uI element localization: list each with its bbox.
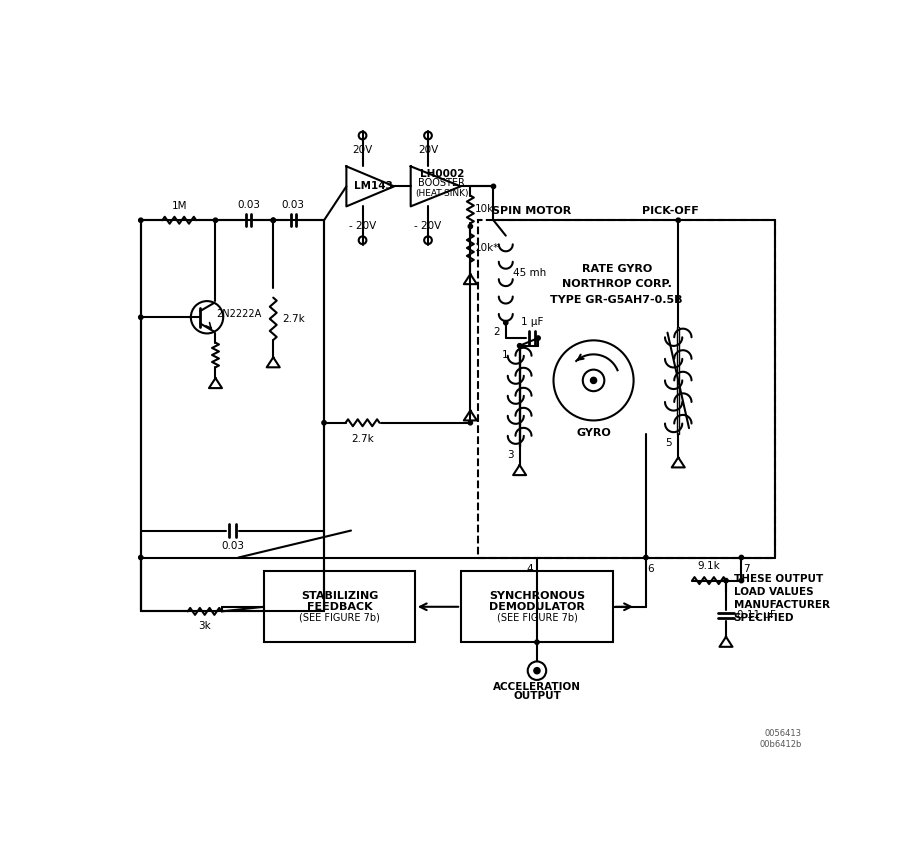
Circle shape bbox=[590, 378, 597, 384]
Text: 2.7k: 2.7k bbox=[282, 314, 305, 324]
Circle shape bbox=[676, 218, 681, 223]
Text: STABILIZING: STABILIZING bbox=[301, 591, 378, 601]
Text: 2: 2 bbox=[493, 327, 499, 336]
Circle shape bbox=[491, 184, 496, 188]
Text: (SEE FIGURE 7b): (SEE FIGURE 7b) bbox=[496, 612, 578, 623]
Text: TYPE GR-G5AH7-0.5B: TYPE GR-G5AH7-0.5B bbox=[550, 295, 683, 304]
Text: 45 mh: 45 mh bbox=[514, 268, 547, 278]
Text: 7: 7 bbox=[743, 563, 750, 574]
Bar bbox=[461, 571, 613, 642]
Text: LH0002: LH0002 bbox=[420, 169, 464, 179]
Text: 00b6412b: 00b6412b bbox=[759, 740, 802, 749]
Text: - 20V: - 20V bbox=[349, 221, 376, 231]
Text: 2N2222A: 2N2222A bbox=[216, 310, 261, 319]
Text: THESE OUTPUT: THESE OUTPUT bbox=[733, 574, 823, 584]
Text: 3k: 3k bbox=[199, 621, 211, 630]
Circle shape bbox=[468, 421, 473, 425]
Text: 1: 1 bbox=[502, 350, 509, 359]
Text: GYRO: GYRO bbox=[576, 428, 611, 438]
Circle shape bbox=[739, 556, 743, 560]
Text: SYNCHRONOUS: SYNCHRONOUS bbox=[489, 591, 585, 601]
Text: 6: 6 bbox=[648, 563, 654, 574]
Text: 5: 5 bbox=[665, 438, 672, 448]
Circle shape bbox=[138, 218, 143, 223]
Text: DEMODULATOR: DEMODULATOR bbox=[489, 602, 585, 611]
Circle shape bbox=[271, 218, 275, 223]
Circle shape bbox=[534, 667, 540, 673]
Text: LM143: LM143 bbox=[353, 181, 393, 192]
Text: RATE GYRO: RATE GYRO bbox=[581, 264, 651, 273]
Text: - 20V: - 20V bbox=[415, 221, 442, 231]
Text: 10k: 10k bbox=[475, 205, 495, 214]
Text: (HEAT-SINK): (HEAT-SINK) bbox=[415, 189, 468, 198]
Circle shape bbox=[138, 556, 143, 560]
Circle shape bbox=[138, 315, 143, 319]
Circle shape bbox=[468, 224, 473, 229]
Text: 3: 3 bbox=[507, 450, 514, 460]
Text: 0056413: 0056413 bbox=[764, 728, 802, 738]
Bar bbox=[141, 220, 324, 611]
Text: NORTHROP CORP.: NORTHROP CORP. bbox=[562, 280, 671, 289]
Circle shape bbox=[322, 421, 326, 425]
Text: 2.7k: 2.7k bbox=[351, 433, 374, 444]
Circle shape bbox=[504, 321, 508, 325]
Text: 0.03: 0.03 bbox=[237, 200, 261, 210]
Text: MANUFACTURER: MANUFACTURER bbox=[733, 600, 830, 611]
Text: BOOSTER: BOOSTER bbox=[418, 178, 466, 188]
Text: (SEE FIGURE 7b): (SEE FIGURE 7b) bbox=[299, 612, 380, 623]
Text: LOAD VALUES: LOAD VALUES bbox=[733, 587, 814, 597]
Text: 0.03: 0.03 bbox=[281, 200, 305, 210]
Text: PICK-OFF: PICK-OFF bbox=[642, 206, 699, 216]
Text: 20V: 20V bbox=[353, 144, 373, 155]
Text: 4: 4 bbox=[527, 563, 533, 574]
Text: ACCELERATION: ACCELERATION bbox=[493, 682, 581, 692]
Circle shape bbox=[739, 579, 743, 583]
Bar bbox=[264, 571, 415, 642]
Text: OUTPUT: OUTPUT bbox=[513, 691, 561, 702]
Text: 0.11 μF: 0.11 μF bbox=[737, 611, 775, 620]
Text: SPIN MOTOR: SPIN MOTOR bbox=[492, 206, 571, 216]
Bar bbox=[478, 220, 774, 557]
Text: 1M: 1M bbox=[171, 201, 187, 211]
Text: 1 μF: 1 μF bbox=[521, 317, 543, 328]
Text: 10k*: 10k* bbox=[475, 243, 499, 253]
Circle shape bbox=[644, 556, 648, 560]
Circle shape bbox=[213, 218, 218, 223]
Circle shape bbox=[271, 218, 275, 223]
Circle shape bbox=[535, 640, 539, 644]
Circle shape bbox=[724, 579, 728, 583]
Text: 20V: 20V bbox=[418, 144, 438, 155]
Text: 9.1k: 9.1k bbox=[698, 562, 721, 571]
Circle shape bbox=[517, 344, 522, 348]
Circle shape bbox=[536, 336, 540, 341]
Text: SPECIFIED: SPECIFIED bbox=[733, 613, 794, 624]
Text: 0.03: 0.03 bbox=[221, 541, 244, 551]
Text: FEEDBACK: FEEDBACK bbox=[307, 602, 373, 611]
